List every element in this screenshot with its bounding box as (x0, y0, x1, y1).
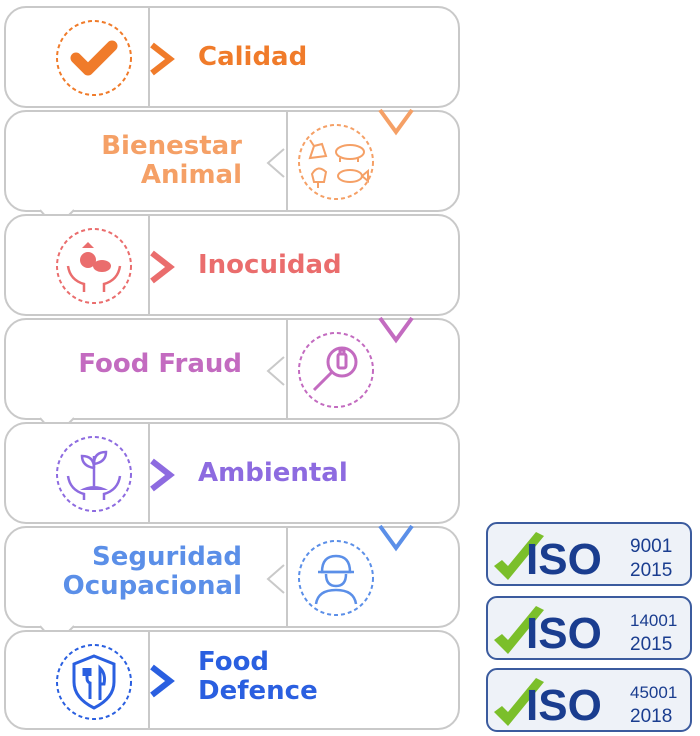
plant-hands-icon (54, 434, 134, 514)
iso-badge-14001: ISO 14001 2015 (486, 596, 692, 660)
label-seguridad-ocupacional: Seguridad Ocupacional (62, 542, 242, 601)
label-calidad: Calidad (198, 42, 308, 72)
iso-code: 14001 (630, 611, 677, 630)
chevron-right-icon (150, 664, 175, 698)
row-food-fraud (4, 318, 460, 420)
worker-helmet-icon (296, 538, 376, 618)
magnifier-bottle-icon (296, 330, 376, 410)
label-bienestar-animal: Bienestar Animal (101, 131, 242, 190)
chevron-left-icon (266, 356, 285, 386)
iso-year: 2015 (630, 634, 672, 655)
row-bienestar-animal (4, 110, 460, 212)
label-food-fraud: Food Fraud (78, 349, 242, 379)
iso-name: ISO (526, 681, 602, 730)
row-ambiental (4, 422, 460, 524)
iso-name: ISO (526, 609, 602, 658)
food-hands-icon (54, 226, 134, 306)
iso-year: 2018 (630, 706, 672, 727)
iso-name: ISO (526, 535, 602, 584)
row-food-defence (4, 630, 460, 730)
label-ambiental: Ambiental (198, 458, 348, 488)
chevron-left-icon (266, 148, 285, 178)
iso-badge-9001: ISO 9001 2015 (486, 522, 692, 586)
bubble-pointer-icon (378, 524, 414, 552)
row-inocuidad (4, 214, 460, 316)
iso-code: 45001 (630, 683, 677, 702)
chevron-right-icon (150, 42, 175, 76)
iso-code: 9001 (630, 536, 672, 557)
bubble-pointer-icon (378, 108, 414, 136)
iso-badge-45001: ISO 45001 2018 (486, 668, 692, 732)
bubble-pointer-icon (378, 316, 414, 344)
farm-animals-icon (296, 122, 376, 202)
row-seguridad-ocupacional (4, 526, 460, 628)
chevron-right-icon (150, 458, 175, 492)
check-icon (54, 18, 134, 98)
label-food-defence: Food Defence (198, 647, 318, 706)
iso-year: 2015 (630, 560, 672, 581)
label-inocuidad: Inocuidad (198, 250, 342, 280)
chevron-right-icon (150, 250, 175, 284)
chevron-left-icon (266, 564, 285, 594)
shield-cutlery-icon (54, 642, 134, 722)
